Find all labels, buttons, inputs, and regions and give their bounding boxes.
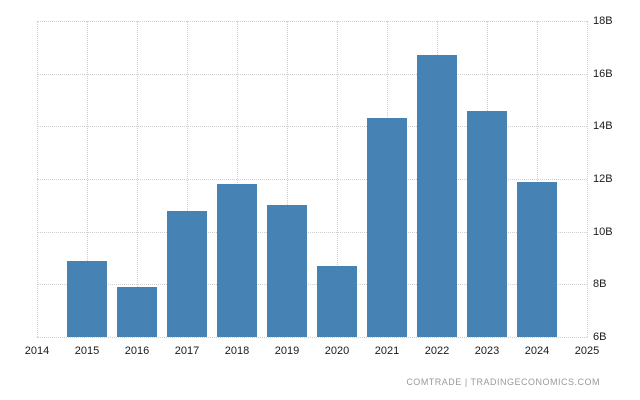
y-tick-label: 10B	[593, 225, 613, 238]
y-tick-label: 12B	[593, 173, 613, 185]
gridline-vertical	[187, 21, 188, 337]
bar-2018	[217, 184, 257, 337]
x-tick-label: 2015	[74, 345, 100, 357]
gridline-horizontal	[37, 337, 587, 338]
gridline-vertical	[337, 21, 338, 337]
y-tick-label: 18B	[593, 15, 613, 27]
gridline-horizontal	[37, 231, 587, 233]
bar-2016	[117, 286, 157, 337]
gridline-vertical	[537, 21, 538, 337]
x-tick-label: 2019	[274, 345, 300, 357]
x-tick-label: 2017	[174, 345, 200, 357]
y-tick-label: 6B	[593, 331, 607, 343]
bar-2020	[317, 265, 357, 337]
x-tick-label: 2022	[424, 345, 450, 357]
gridline-vertical	[237, 21, 238, 337]
x-tick-label: 2016	[124, 345, 150, 357]
gridline-horizontal	[37, 179, 587, 180]
x-tick-label: 2014	[24, 345, 50, 357]
attribution-text: COMTRADE | TRADINGECONOMICS.COM	[406, 377, 600, 387]
gridline-vertical	[37, 21, 38, 337]
y-tick-label: 14B	[593, 120, 613, 133]
gridline-vertical	[287, 21, 288, 337]
x-tick-label: 2021	[374, 345, 400, 357]
x-tick-label: 2024	[524, 345, 550, 357]
gridline-horizontal	[37, 126, 587, 128]
x-tick-label: 2023	[474, 345, 500, 357]
bar-2017	[167, 210, 207, 337]
x-tick-label: 2018	[224, 345, 250, 357]
gridline-horizontal	[37, 73, 587, 75]
y-tick-label: 16B	[593, 67, 613, 80]
bar-2023	[467, 110, 507, 337]
gridline-vertical	[587, 21, 588, 337]
x-tick-label: 2025	[574, 345, 600, 357]
gridline-horizontal	[37, 284, 587, 286]
bar-2015	[67, 260, 107, 337]
bar-2022	[417, 55, 457, 337]
bar-2024	[517, 181, 557, 337]
bar-2021	[367, 118, 407, 337]
plot-area	[37, 21, 588, 338]
gridline-vertical	[137, 21, 138, 337]
bar-2019	[267, 205, 307, 337]
y-tick-label: 8B	[593, 278, 607, 291]
gridline-horizontal	[37, 21, 587, 22]
gridline-vertical	[87, 21, 88, 337]
x-tick-label: 2020	[324, 345, 350, 357]
